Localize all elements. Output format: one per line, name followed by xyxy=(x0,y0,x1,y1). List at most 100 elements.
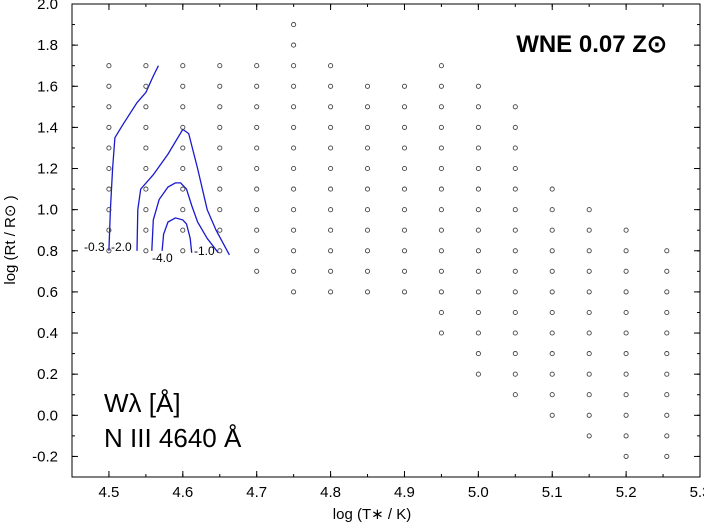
grid-point xyxy=(438,207,444,213)
grid-point xyxy=(438,248,444,254)
grid-point xyxy=(512,392,518,398)
grid-point xyxy=(475,289,481,295)
grid-point xyxy=(549,412,555,418)
grid-point xyxy=(143,165,149,172)
grid-point xyxy=(586,227,592,233)
grid-point xyxy=(364,104,371,110)
grid-point xyxy=(623,433,629,439)
x-tick-label: 5.1 xyxy=(542,484,563,501)
grid-point xyxy=(143,63,149,69)
contour-line-1 xyxy=(136,128,230,256)
grid-point xyxy=(106,145,112,151)
grid-point xyxy=(364,248,371,254)
grid-point xyxy=(106,63,112,69)
x-tick-label: 5.3 xyxy=(690,484,704,501)
grid-point xyxy=(549,371,555,377)
grid-point xyxy=(586,309,592,316)
grid-point xyxy=(512,145,518,151)
grid-point xyxy=(549,289,555,295)
x-axis-label: log (T∗ / K) xyxy=(333,506,411,523)
annotation-line-2: N III 4640 Å xyxy=(104,423,242,453)
grid-point xyxy=(586,351,592,357)
grid-point xyxy=(512,289,518,295)
x-tick-label: 4.8 xyxy=(320,484,341,501)
grid-point xyxy=(438,289,444,295)
grid-point xyxy=(401,207,408,213)
grid-point xyxy=(217,165,223,172)
x-axis-ticks: 4.5 4.6 4.7 4.8 4.9 5.0 5.1 5.2 5.3 xyxy=(99,4,704,501)
grid-point xyxy=(291,268,297,274)
grid-point xyxy=(623,268,629,274)
grid-point xyxy=(475,248,481,254)
x-tick-label: 4.5 xyxy=(99,484,120,501)
grid-point xyxy=(549,330,555,336)
grid-point xyxy=(291,207,297,213)
grid-point xyxy=(475,104,481,110)
grid-point xyxy=(180,104,186,110)
grid-point xyxy=(328,186,334,192)
x-tick-label: 5.2 xyxy=(616,484,637,501)
grid-point xyxy=(106,248,112,254)
grid-point xyxy=(180,165,186,172)
grid-point xyxy=(143,227,149,233)
grid-point xyxy=(438,309,444,316)
grid-point xyxy=(475,371,481,377)
grid-point xyxy=(364,207,371,213)
grid-point xyxy=(328,165,334,172)
grid-point xyxy=(512,248,518,254)
grid-point xyxy=(475,83,481,89)
x-tick-label: 4.9 xyxy=(394,484,415,501)
grid-point xyxy=(254,124,260,130)
grid-point xyxy=(328,145,334,151)
grid-point xyxy=(180,186,186,192)
grid-point xyxy=(217,186,223,192)
grid-point xyxy=(664,351,670,357)
grid-point xyxy=(438,268,444,274)
grid-point xyxy=(549,186,555,192)
grid-point xyxy=(180,63,186,69)
grid-point xyxy=(475,268,481,274)
grid-point xyxy=(623,453,629,459)
grid-point xyxy=(401,145,408,151)
contour-label-c: -4.0 xyxy=(152,251,173,265)
grid-point xyxy=(291,227,297,233)
grid-point xyxy=(217,227,223,233)
grid-point xyxy=(291,22,297,28)
grid-point xyxy=(512,165,518,172)
grid-point xyxy=(143,104,149,110)
y-tick-label: 0.2 xyxy=(37,366,58,383)
grid-point xyxy=(291,248,297,254)
grid-point xyxy=(512,124,518,130)
plot-frame xyxy=(71,3,701,478)
grid-point xyxy=(623,330,629,336)
grid-point xyxy=(143,207,149,213)
y-tick-label: 1.0 xyxy=(37,202,58,219)
grid-point xyxy=(217,83,223,89)
grid-point xyxy=(438,186,444,192)
grid-point xyxy=(180,227,186,233)
grid-point xyxy=(438,63,444,69)
grid-point xyxy=(106,104,112,110)
grid-point xyxy=(143,145,149,151)
grid-point xyxy=(512,371,518,377)
grid-point xyxy=(254,227,260,233)
grid-point xyxy=(623,227,629,233)
contour-line-3 xyxy=(151,182,219,254)
grid-point xyxy=(254,207,260,213)
grid-point xyxy=(623,351,629,357)
grid-point xyxy=(328,227,334,233)
grid-point xyxy=(438,330,444,336)
contour-line-0 xyxy=(108,65,159,251)
y-tick-label: 1.8 xyxy=(37,37,58,54)
contour-label-d: -1.0 xyxy=(194,244,215,258)
grid-point xyxy=(401,186,408,192)
grid-point xyxy=(438,227,444,233)
grid-point xyxy=(623,412,629,418)
grid-point xyxy=(217,207,223,213)
grid-point xyxy=(586,268,592,274)
grid-point xyxy=(106,186,112,192)
y-tick-label: 0.8 xyxy=(37,243,58,260)
annotation-line-1: Wλ [Å] xyxy=(104,388,181,418)
grid-point xyxy=(438,83,444,89)
grid-point xyxy=(254,248,260,254)
